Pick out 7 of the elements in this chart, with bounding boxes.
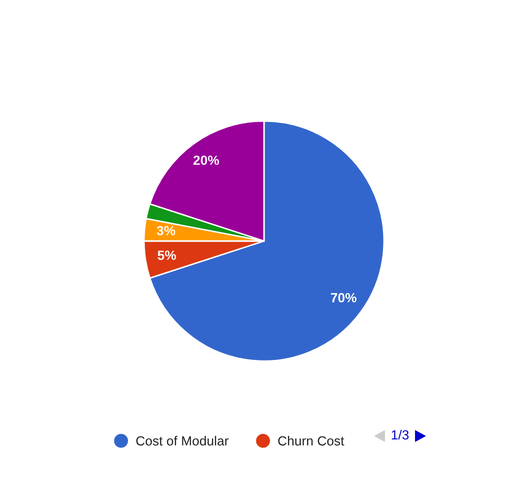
data-label: 5%	[158, 250, 176, 260]
data-label: 70%	[330, 293, 356, 302]
legend-label: Cost of Modular	[136, 436, 228, 446]
text: 1/3	[392, 430, 409, 440]
data-label: 20%	[193, 156, 220, 165]
data-label: 3%	[156, 226, 176, 236]
legend-label: Churn Cost	[278, 436, 344, 446]
